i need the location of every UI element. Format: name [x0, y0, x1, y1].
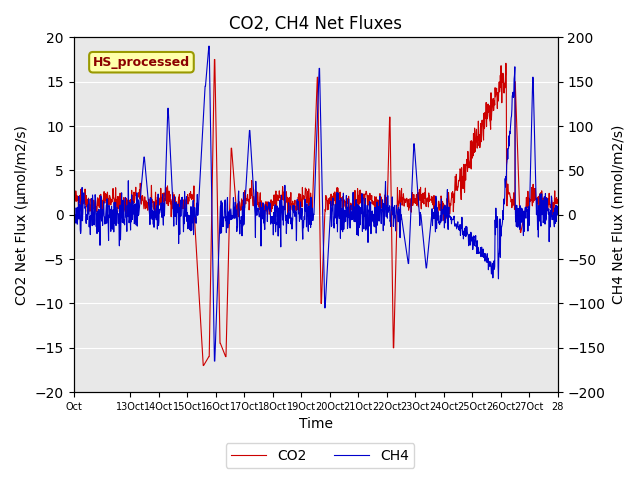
CO2	[287, 198, 294, 204]
CH4	[346, 212, 353, 217]
Title: CO2, CH4 Net Fluxes: CO2, CH4 Net Fluxes	[229, 15, 402, 33]
X-axis label: Time: Time	[299, 418, 333, 432]
CH4	[80, 191, 88, 196]
CO2	[74, 198, 81, 204]
Y-axis label: CH4 Net Flux (nmol/m2/s): CH4 Net Flux (nmol/m2/s)	[611, 125, 625, 304]
Legend: CO2, CH4: CO2, CH4	[225, 443, 415, 468]
CO2	[346, 210, 353, 216]
CO2	[80, 193, 88, 199]
Line: CO2: CO2	[74, 60, 557, 365]
CH4	[287, 203, 294, 209]
CH4	[370, 223, 378, 229]
CH4	[211, 358, 218, 364]
Y-axis label: CO2 Net Flux (μmol/m2/s): CO2 Net Flux (μmol/m2/s)	[15, 125, 29, 305]
CH4	[205, 43, 212, 49]
CO2	[211, 57, 218, 62]
CH4	[74, 221, 81, 227]
Text: HS_processed: HS_processed	[93, 56, 190, 69]
CO2	[70, 196, 77, 202]
CO2	[503, 203, 511, 209]
CH4	[70, 225, 77, 230]
CH4	[554, 207, 561, 213]
CO2	[554, 197, 561, 203]
CO2	[370, 199, 378, 204]
CO2	[200, 362, 207, 368]
Line: CH4: CH4	[74, 46, 557, 361]
CH4	[503, 158, 511, 164]
